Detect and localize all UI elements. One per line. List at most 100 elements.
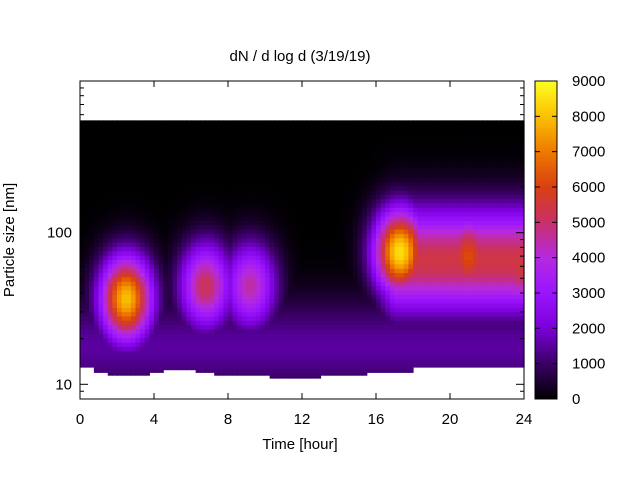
heatmap-cell (413, 176, 419, 182)
heatmap-cell (380, 233, 386, 239)
heatmap-cell (288, 276, 294, 282)
heatmap-cell (251, 311, 257, 317)
heatmap-cell (163, 198, 169, 204)
heatmap-cell (126, 250, 132, 256)
heatmap-cell (140, 298, 146, 304)
heatmap-cell (302, 189, 308, 195)
heatmap-cell (144, 328, 150, 334)
heatmap-cell (440, 120, 446, 126)
heatmap-cell (89, 333, 95, 339)
heatmap-cell (260, 350, 266, 356)
heatmap-cell (126, 302, 132, 308)
heatmap-cell (181, 324, 187, 330)
heatmap-cell (362, 259, 368, 265)
heatmap-cell (311, 181, 317, 187)
heatmap-cell (204, 211, 211, 217)
heatmap-cell (80, 276, 86, 282)
heatmap-cell (352, 194, 359, 200)
heatmap-cell (320, 320, 326, 326)
heatmap-cell (209, 268, 215, 274)
heatmap-cell (255, 263, 261, 269)
heatmap-cell (297, 263, 303, 269)
heatmap-cell (385, 246, 391, 252)
heatmap-cell (269, 311, 275, 317)
heatmap-cell (468, 346, 474, 352)
heatmap-cell (195, 346, 201, 352)
heatmap-cell (385, 185, 391, 191)
heatmap-cell (200, 224, 206, 230)
heatmap-cell (445, 172, 451, 178)
heatmap-cell (362, 211, 368, 217)
heatmap-cell (292, 185, 298, 191)
heatmap-cell (209, 311, 215, 317)
heatmap-cell (98, 359, 104, 365)
heatmap-cell (357, 146, 363, 152)
heatmap-cell (334, 233, 340, 239)
heatmap-cell (140, 302, 146, 308)
heatmap-cell (315, 246, 322, 252)
heatmap-cell (454, 298, 460, 304)
heatmap-cell (177, 359, 183, 365)
heatmap-cell (149, 146, 155, 152)
heatmap-cell (389, 350, 396, 356)
heatmap-cell (343, 298, 349, 304)
heatmap-cell (436, 289, 442, 295)
heatmap-cell (241, 172, 248, 178)
heatmap-cell (380, 224, 386, 230)
heatmap-cell (380, 285, 386, 291)
heatmap-cell (403, 229, 409, 234)
heatmap-cell (191, 328, 197, 334)
heatmap-cell (80, 281, 86, 287)
heatmap-cell (362, 237, 368, 243)
heatmap-cell (450, 355, 456, 360)
heatmap-cell (325, 211, 331, 217)
heatmap-cell (463, 359, 470, 365)
heatmap-cell (191, 298, 197, 304)
heatmap-cell (237, 207, 243, 213)
heatmap-cell (117, 220, 123, 226)
heatmap-cell (223, 281, 229, 287)
heatmap-cell (167, 163, 174, 169)
heatmap-cell (385, 337, 391, 343)
heatmap-cell (413, 259, 419, 265)
heatmap-cell (380, 281, 386, 287)
heatmap-cell (431, 155, 437, 161)
heatmap-cell (167, 189, 174, 195)
heatmap-cell (362, 359, 368, 365)
heatmap-cell (93, 129, 100, 135)
heatmap-cell (357, 194, 363, 200)
heatmap-cell (394, 363, 400, 369)
heatmap-cell (260, 159, 266, 165)
heatmap-cell (181, 272, 187, 278)
heatmap-cell (218, 124, 224, 130)
heatmap-cell (214, 298, 220, 304)
heatmap-cell (140, 172, 146, 178)
heatmap-cell (339, 142, 345, 148)
heatmap-cell (450, 189, 456, 195)
heatmap-cell (334, 285, 340, 291)
heatmap-cell (278, 328, 285, 334)
heatmap-cell (376, 120, 382, 126)
heatmap-cell (357, 355, 363, 360)
heatmap-cell (112, 255, 118, 261)
heatmap-cell (232, 194, 238, 200)
heatmap-cell (371, 215, 377, 221)
heatmap-cell (200, 198, 206, 204)
heatmap-cell (223, 168, 229, 174)
heatmap-cell (329, 307, 335, 313)
heatmap-cell (140, 137, 146, 143)
heatmap-cell (93, 281, 100, 287)
heatmap-cell (371, 150, 377, 156)
heatmap-cell (84, 324, 90, 330)
heatmap-cell (422, 294, 428, 300)
heatmap-cell (283, 281, 289, 287)
heatmap-cell (399, 259, 405, 265)
heatmap-cell (186, 198, 192, 204)
heatmap-cell (80, 341, 86, 347)
heatmap-cell (107, 120, 113, 126)
heatmap-cell (130, 324, 137, 330)
heatmap-cell (352, 272, 359, 278)
heatmap-cell (394, 242, 400, 247)
heatmap-cell (329, 129, 335, 135)
heatmap-cell (274, 350, 280, 356)
